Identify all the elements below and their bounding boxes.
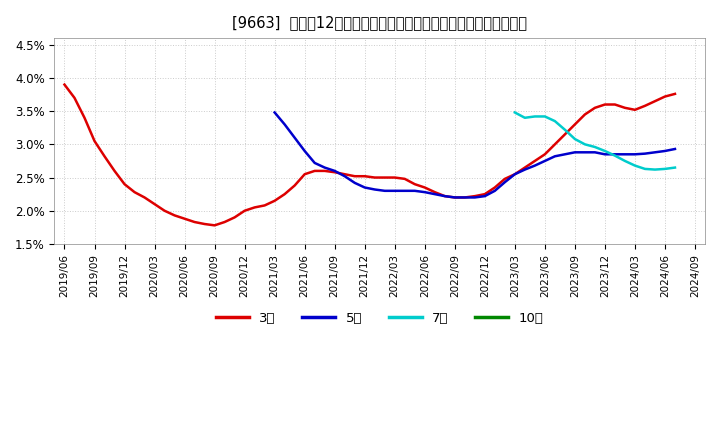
Title: [9663]  売上高12か月移動合計の対前年同期増減率の平均値の推移: [9663] 売上高12か月移動合計の対前年同期増減率の平均値の推移 <box>233 15 527 30</box>
Legend: 3年, 5年, 7年, 10年: 3年, 5年, 7年, 10年 <box>211 306 549 330</box>
